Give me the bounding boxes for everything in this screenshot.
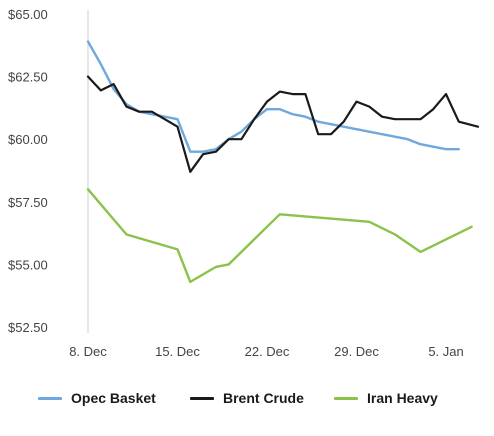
series-line-opec-basket[interactable] bbox=[86, 40, 460, 153]
y-tick-label: $57.50 bbox=[8, 195, 48, 210]
x-tick-label: 8. Dec bbox=[69, 344, 107, 359]
y-tick-label: $62.50 bbox=[8, 70, 48, 85]
y-tick-label: $52.50 bbox=[8, 320, 48, 335]
legend-label: Opec Basket bbox=[71, 390, 156, 406]
y-tick-label: $60.00 bbox=[8, 132, 48, 147]
legend-item-opec-basket[interactable]: Opec Basket bbox=[38, 380, 156, 416]
legend-item-iran-heavy[interactable]: Iran Heavy bbox=[334, 380, 438, 416]
x-axis-labels: 8. Dec 15. Dec 22. Dec 29. Dec 5. Jan bbox=[69, 344, 464, 359]
x-tick-label: 5. Jan bbox=[428, 344, 463, 359]
legend-swatch bbox=[190, 396, 214, 400]
legend-label: Iran Heavy bbox=[367, 390, 438, 406]
y-axis-labels: $65.00 $62.50 $60.00 $57.50 $55.00 $52.50 bbox=[8, 7, 48, 335]
series-line-iran-heavy[interactable] bbox=[86, 188, 473, 284]
line-chart: $65.00 $62.50 $60.00 $57.50 $55.00 $52.50 8. … bbox=[8, 7, 480, 359]
legend-swatch bbox=[334, 396, 358, 400]
y-tick-label: $65.00 bbox=[8, 7, 48, 22]
legend-item-brent-crude[interactable]: Brent Crude bbox=[190, 380, 304, 416]
legend-swatch bbox=[38, 396, 62, 400]
series-lines bbox=[86, 40, 480, 284]
y-tick-label: $55.00 bbox=[8, 257, 48, 272]
x-tick-label: 15. Dec bbox=[155, 344, 200, 359]
legend: Opec Basket Brent Crude Iran Heavy bbox=[0, 380, 494, 416]
x-tick-label: 29. Dec bbox=[334, 344, 379, 359]
legend-label: Brent Crude bbox=[223, 390, 304, 406]
x-tick-label: 22. Dec bbox=[245, 344, 290, 359]
series-line-brent-crude[interactable] bbox=[86, 75, 480, 173]
